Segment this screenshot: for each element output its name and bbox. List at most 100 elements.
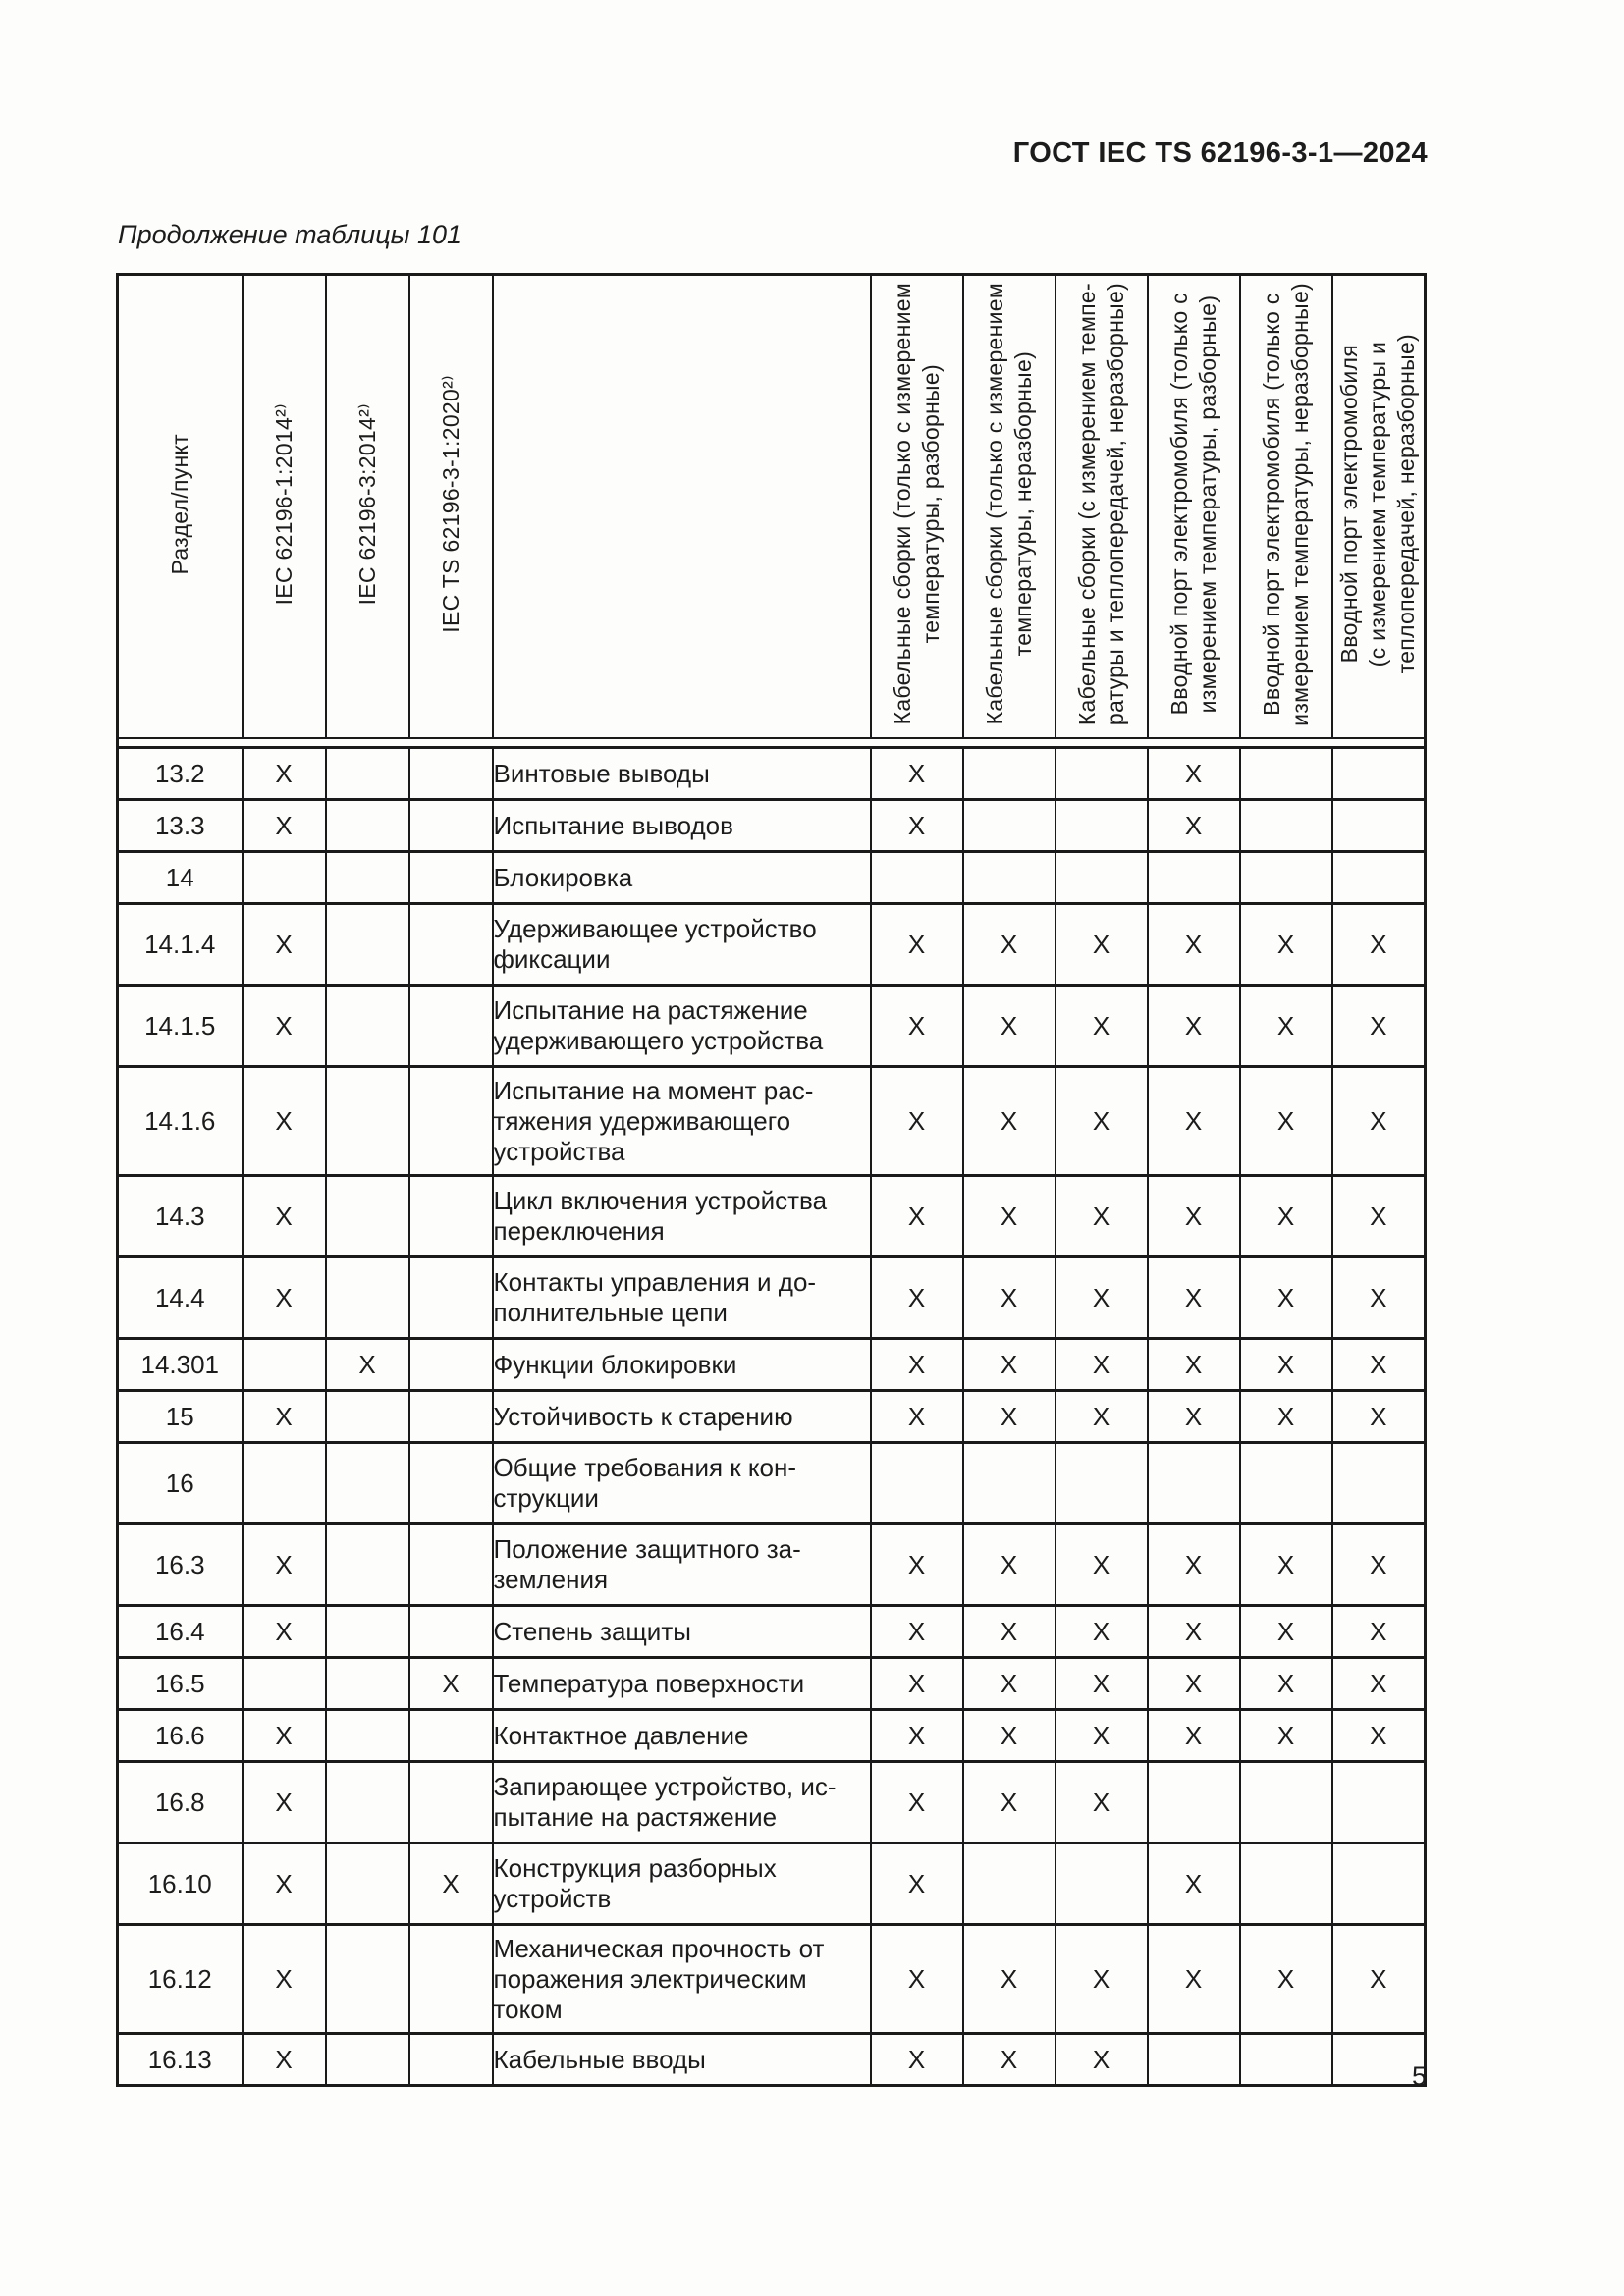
mark-cell: X	[1146, 984, 1241, 1068]
table-row: 16 Общие требования к кон- струкции	[116, 1441, 1427, 1525]
mark-cell	[1238, 798, 1333, 853]
iec-62196-3-mark-cell	[324, 1174, 410, 1258]
mark-cell: X	[961, 1389, 1056, 1444]
iec-ts-mark-cell	[407, 1604, 494, 1659]
mark-cell: X	[1146, 1065, 1241, 1177]
mark-cell	[1238, 2032, 1333, 2087]
mark-cell: X	[1054, 1389, 1149, 1444]
iec-62196-1-mark-cell: X	[241, 2032, 327, 2087]
mark-cell: X	[869, 1174, 964, 1258]
section-cell: 14.1.5	[116, 984, 244, 1068]
mark-cell: X	[1146, 1337, 1241, 1392]
section-cell: 15	[116, 1389, 244, 1444]
header-body-divider	[117, 737, 1426, 749]
table-row: 16.6 X Контактное давление X X X X X X	[116, 1708, 1427, 1763]
mark-cell: X	[869, 1522, 964, 1607]
iec-62196-3-mark-cell	[324, 1389, 410, 1444]
mark-cell: X	[1330, 1174, 1427, 1258]
column-header-iec-62196-3: IEC 62196-3:2014²⁾	[324, 273, 410, 739]
mark-cell: X	[1330, 1065, 1427, 1177]
column-header-iec-ts-62196-3-1: IEC TS 62196-3-1:2020²⁾	[407, 273, 494, 739]
mark-cell: X	[961, 1656, 1056, 1711]
iec-62196-3-mark-cell: X	[324, 1337, 410, 1392]
mark-cell: X	[1054, 1708, 1149, 1763]
rotated-header-label: Вводной порт электромобиля (только с изм…	[1258, 282, 1313, 726]
table-row: 15 X Устойчивость к старению X X X X X X	[116, 1389, 1427, 1444]
iec-62196-1-mark-cell	[241, 1337, 327, 1392]
mark-cell: X	[1238, 1656, 1333, 1711]
iec-ts-mark-cell	[407, 1065, 494, 1177]
mark-cell	[1238, 850, 1333, 905]
iec-62196-1-mark-cell: X	[241, 1604, 327, 1659]
column-header-test-name	[491, 273, 872, 739]
description-cell: Испытание выводов	[491, 798, 872, 853]
table-row: 16.10 X X Конструкция разборных устройств X X	[116, 1842, 1427, 1926]
section-cell: 13.3	[116, 798, 244, 853]
mark-cell: X	[1330, 1389, 1427, 1444]
mark-cell: X	[869, 1842, 964, 1926]
iec-62196-3-mark-cell	[324, 2032, 410, 2087]
mark-cell: X	[869, 1389, 964, 1444]
document-standard-number: ГОСТ IEC TS 62196-3-1—2024	[1012, 137, 1428, 169]
mark-cell: X	[961, 902, 1056, 987]
page-number: 5	[1412, 2061, 1428, 2091]
mark-cell: X	[1146, 1255, 1241, 1340]
mark-cell: X	[1238, 1337, 1333, 1392]
iec-ts-mark-cell	[407, 1441, 494, 1525]
iec-ts-mark-cell	[407, 798, 494, 853]
mark-cell	[961, 746, 1056, 801]
iec-62196-1-mark-cell: X	[241, 902, 327, 987]
iec-ts-mark-cell	[407, 1923, 494, 2035]
rotated-header-label: Раздел/пункт	[166, 433, 192, 575]
mark-cell	[961, 850, 1056, 905]
rotated-header-label: IEC 62196-3:2014²⁾	[353, 402, 380, 606]
mark-cell	[1330, 1760, 1427, 1844]
rotated-header-label: Кабельные сборки (с измерением темпе- ра…	[1073, 282, 1128, 726]
mark-cell: X	[961, 1760, 1056, 1844]
mark-cell: X	[961, 1708, 1056, 1763]
mark-cell: X	[1238, 1065, 1333, 1177]
mark-cell	[869, 850, 964, 905]
mark-cell: X	[1054, 1255, 1149, 1340]
table-continuation-caption: Продолжение таблицы 101	[118, 220, 462, 249]
description-cell: Функции блокировки	[491, 1337, 872, 1392]
iec-62196-1-mark-cell: X	[241, 746, 327, 801]
mark-cell: X	[1330, 1337, 1427, 1392]
mark-cell	[1238, 1842, 1333, 1926]
mark-cell: X	[961, 1065, 1056, 1177]
mark-cell: X	[869, 1255, 964, 1340]
mark-cell	[1330, 1441, 1427, 1525]
rotated-header-label: Кабельные сборки (только с измерением те…	[981, 283, 1036, 725]
mark-cell: X	[1146, 798, 1241, 853]
mark-cell: X	[1054, 1760, 1149, 1844]
mark-cell: X	[1146, 1708, 1241, 1763]
iec-62196-1-mark-cell: X	[241, 1065, 327, 1177]
mark-cell: X	[1330, 1656, 1427, 1711]
iec-62196-1-mark-cell: X	[241, 798, 327, 853]
mark-cell: X	[869, 902, 964, 987]
iec-62196-3-mark-cell	[324, 1760, 410, 1844]
section-cell: 14	[116, 850, 244, 905]
iec-ts-mark-cell: X	[407, 1656, 494, 1711]
section-cell: 16.12	[116, 1923, 244, 2035]
mark-cell	[1330, 1842, 1427, 1926]
iec-62196-3-mark-cell	[324, 1923, 410, 2035]
mark-cell: X	[1238, 902, 1333, 987]
description-cell: Испытание на растяжение удерживающего ус…	[491, 984, 872, 1068]
mark-cell	[961, 798, 1056, 853]
mark-cell: X	[1330, 1255, 1427, 1340]
iec-62196-1-mark-cell: X	[241, 1255, 327, 1340]
iec-62196-1-mark-cell: X	[241, 984, 327, 1068]
mark-cell	[1330, 850, 1427, 905]
table-row: 14.1.6 X Испытание на момент рас- тяжения …	[116, 1065, 1427, 1177]
section-cell: 14.301	[116, 1337, 244, 1392]
rotated-header-label: Вводной порт электромобиля (только с изм…	[1165, 293, 1220, 716]
mark-cell: X	[1146, 1923, 1241, 2035]
mark-cell: X	[1054, 902, 1149, 987]
applicability-matrix-table: Раздел/пункт IEC 62196-1:2014²⁾ IEC 62196-…	[116, 273, 1427, 2087]
iec-62196-1-mark-cell	[241, 850, 327, 905]
description-cell: Степень защиты	[491, 1604, 872, 1659]
mark-cell: X	[869, 1604, 964, 1659]
mark-cell: X	[1054, 1522, 1149, 1607]
mark-cell: X	[1330, 902, 1427, 987]
